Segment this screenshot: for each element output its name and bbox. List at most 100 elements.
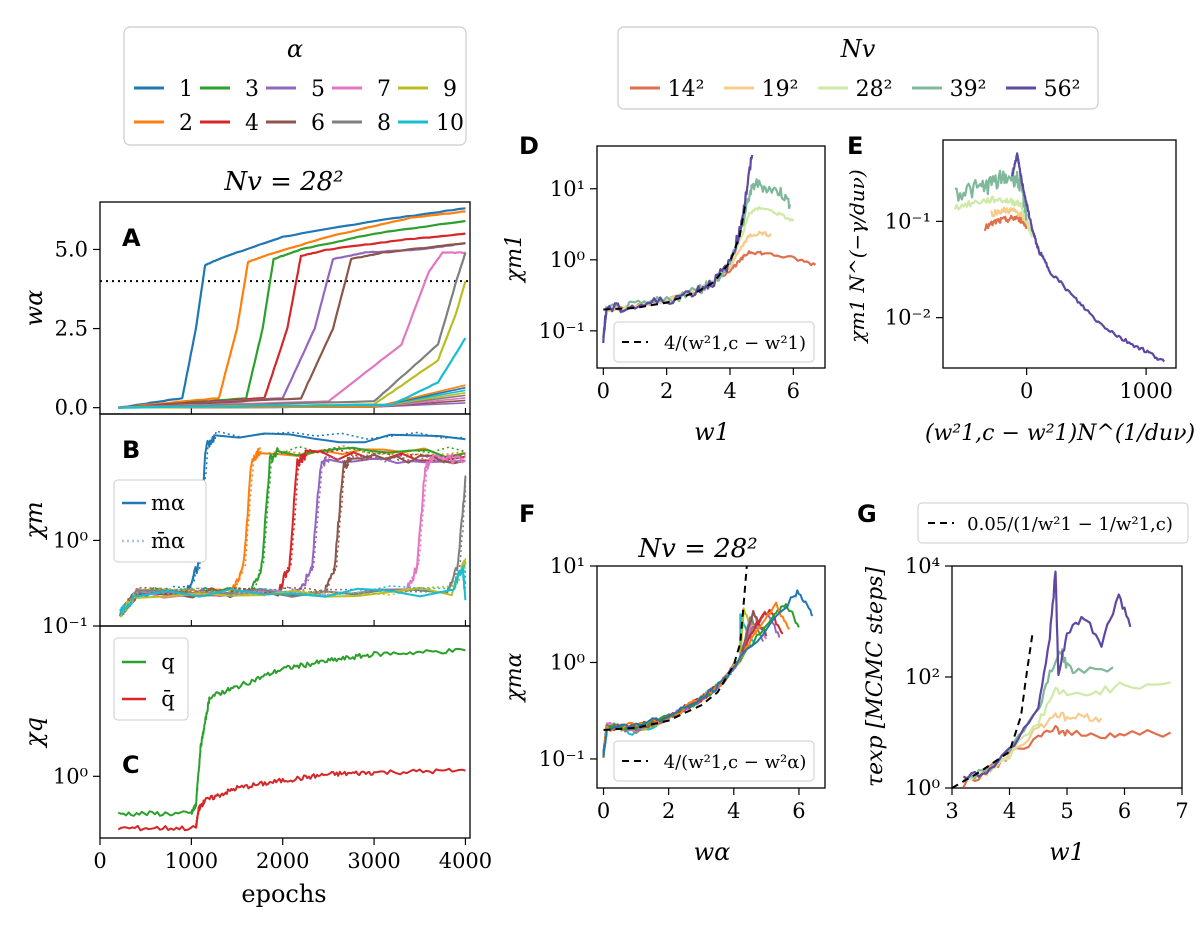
panel-a-series-10: [118, 337, 467, 409]
legend-nv-title: Nv: [840, 35, 876, 63]
panel-g-frame: [951, 565, 1183, 789]
legend-alpha-label: 2: [179, 111, 193, 136]
panel-label-b: B: [122, 436, 140, 464]
panel-f-series-2: [602, 601, 791, 754]
panel-e-ytick: 10⁻¹: [885, 209, 931, 233]
panel-g-xtick: 5: [1060, 799, 1073, 823]
panel-c-ytick: 10⁰: [53, 764, 88, 788]
panel-f-xtick: 0: [597, 799, 610, 823]
panel-d-xtick: 6: [787, 379, 800, 403]
panel-label-d: D: [519, 132, 539, 160]
panel-e-series-0: [983, 214, 1028, 232]
panel-e-ylabel: χm1 N^(−γ/duν): [845, 169, 869, 344]
legend-nv-label: 56²: [1044, 77, 1081, 102]
panel-g-xtick: 6: [1118, 799, 1131, 823]
panel-f-title: Nv = 28²: [637, 534, 757, 564]
panel-b-series-mbar: [121, 449, 466, 616]
legend-alpha-label: 10: [436, 111, 464, 136]
panel-c-legend-label: q̄: [161, 687, 174, 711]
panel-b-ylabel: χm: [20, 501, 48, 540]
panel-f-ytick: 10¹: [550, 554, 585, 578]
panel-label-e: E: [847, 132, 863, 160]
panel-f-legend: [613, 740, 815, 782]
panel-a-series-6: [118, 242, 466, 409]
panel-g-series-4: [962, 570, 1132, 781]
panel-g-ytick: 10⁰: [905, 776, 940, 800]
panel-b-ytick: 10⁻¹: [42, 614, 88, 638]
legend-nv: Nv 14² 19² 28² 39² 56²: [617, 26, 1099, 110]
panel-f-ylabel: χmα: [502, 652, 527, 703]
panel-c-legend: [113, 637, 189, 721]
legend-alpha-label: 7: [377, 77, 391, 102]
panel-b-series-m: [119, 566, 467, 615]
panel-e-xtick: 1000: [1119, 379, 1172, 403]
panel-d-xlabel: w1: [694, 418, 730, 446]
panel-c-xtick: 0: [93, 849, 106, 873]
panel-g-xtick: 3: [945, 799, 958, 823]
panel-c-series-0: [117, 647, 466, 817]
panel-g-series-0: [962, 724, 1172, 789]
panel-b-series-mbar: [121, 452, 466, 615]
panel-f-xtick: 6: [792, 799, 805, 823]
panel-d-ytick: 10⁻¹: [539, 319, 585, 343]
panel-label-f: F: [519, 500, 535, 528]
panel-d-legend-label: 4/(w²1,c − w²1): [664, 333, 806, 354]
panel-a-ylabel: wα: [20, 290, 48, 327]
panel-a-series-5: [118, 242, 466, 409]
panel-d-series-3: [602, 178, 792, 339]
panel-e-ytick: 10⁻²: [885, 306, 931, 330]
panel-a-series-8: [118, 252, 467, 409]
panel-g-xlabel: w1: [1049, 838, 1085, 866]
panel-b-series-m: [119, 453, 466, 617]
legend-alpha-label: 3: [245, 77, 259, 102]
panel-f-xlabel: wα: [694, 838, 731, 866]
panel-d-series-2: [602, 206, 795, 338]
legend-alpha-label: 8: [377, 111, 391, 136]
panel-label-a: A: [122, 224, 141, 252]
legend-alpha-label: 5: [311, 77, 325, 102]
panel-b-legend-label: mα: [151, 491, 185, 515]
panel-g-ylabel: τexp [MCMC steps]: [863, 567, 888, 787]
legend-alpha-label: 9: [443, 77, 457, 102]
panel-g-legend-label: 0.05/(1/w²1 − 1/w²1,c): [967, 514, 1173, 535]
panel-f-ytick: 10⁻¹: [539, 747, 585, 771]
panel-c-xlabel: epochs: [241, 880, 326, 908]
legend-alpha-label: 6: [311, 111, 325, 136]
panel-a-ytick: 5.0: [55, 237, 88, 261]
legend-nv-label: 28²: [856, 77, 893, 102]
panel-f-legend-label: 4/(w²1,c − w²α): [664, 752, 807, 773]
panel-g-fit-line: [951, 633, 1034, 789]
panel-d-xtick: 0: [597, 379, 610, 403]
panel-b-legend-label: m̄α: [151, 529, 185, 553]
legend-nv-label: 19²: [762, 77, 799, 102]
panel-b-series-mbar: [121, 562, 467, 616]
panel-g-ytick: 10⁴: [905, 554, 940, 578]
panel-a-series-2: [118, 210, 466, 409]
panel-c-ylabel: χq: [20, 717, 48, 749]
panel-f-series-1: [602, 589, 813, 757]
panel-f-frame: [596, 565, 826, 789]
panel-g-xtick: 7: [1175, 799, 1188, 823]
panel-d-xtick: 2: [660, 379, 673, 403]
panel-g-legend: [917, 502, 1189, 544]
panel-c-legend-label: q: [161, 650, 174, 674]
panel-b-ytick: 10⁰: [53, 528, 88, 552]
panel-c-frame: [99, 625, 471, 839]
panel-g-series-3: [962, 648, 1114, 782]
panel-f-xtick: 2: [662, 799, 675, 823]
panel-f-series-8: [602, 616, 765, 756]
panel-a-title: Nv = 28²: [223, 167, 343, 197]
panel-c-series-1: [117, 767, 466, 832]
panel-a-series-4: [118, 232, 466, 409]
panel-f-fit-line: [603, 565, 748, 731]
panel-a-ytick: 0.0: [55, 396, 88, 420]
panel-label-c: C: [122, 751, 140, 779]
legend-alpha-label: 1: [179, 77, 193, 102]
panel-a-series-7: [118, 251, 466, 409]
panel-e-series-2: [953, 195, 1034, 238]
panel-c-xtick: 2000: [256, 849, 309, 873]
panel-e-xtick: 0: [1020, 379, 1033, 403]
panel-d-ylabel: χm1: [502, 234, 527, 284]
legend-nv-label: 39²: [950, 77, 987, 102]
legend-alpha: α 1 2 3 4 5 6 7 8 9 10: [123, 26, 467, 146]
